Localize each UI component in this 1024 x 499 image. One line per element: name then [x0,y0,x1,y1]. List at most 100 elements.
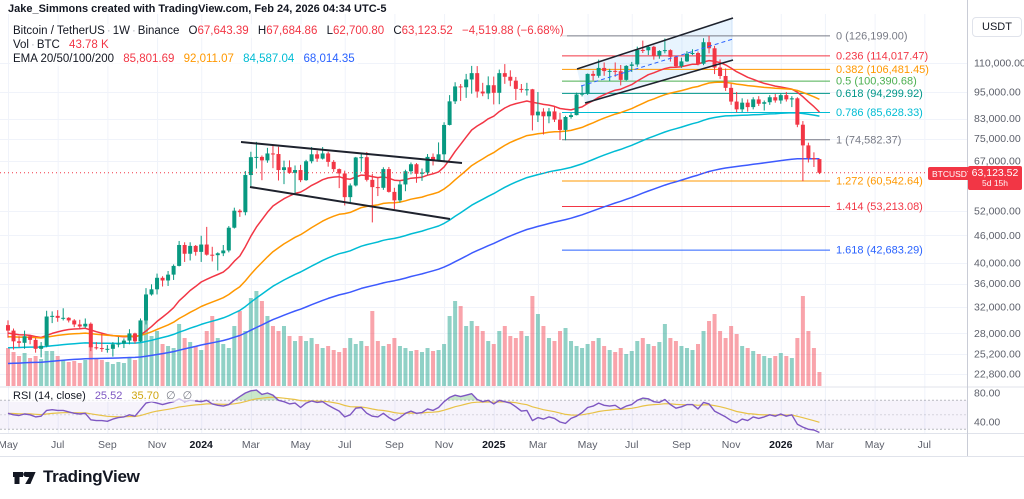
empty-set-icon: ∅ [182,390,193,402]
volume-bar [199,350,204,386]
candle-body [673,56,678,67]
candle-body [144,294,148,321]
candle-body [679,61,684,67]
volume-bar [613,352,618,386]
volume-bar [701,331,706,386]
rsi-legend-row[interactable]: RSI (14, close) 25.52 35.70 ∅ ∅ [10,389,196,402]
candle-body [552,111,557,120]
candle-body [381,169,386,188]
candle-body [690,53,695,55]
price-tick-label: 25,200.00 [974,349,1021,361]
fib-level-label: 0.5 (100,390.68) [836,76,917,88]
ema50-value: 92,011.07 [183,53,234,65]
volume-bar [425,348,430,386]
volume-bar [160,344,165,386]
candle-body [298,170,303,181]
volume-bar [342,348,347,386]
candle-body [624,65,629,80]
candle-body [182,244,187,254]
price-axis[interactable]: 110,000.00 95,000.00 83,000.00 75,000.00 67,… [974,58,1024,429]
time-tick-label: Sep [672,439,691,451]
candle-body [558,119,562,130]
candle-body [535,111,540,116]
volume-unit: BTC [36,39,60,51]
candle-body [210,254,215,256]
volume-bar [795,338,800,386]
volume-bar [668,338,673,386]
currency-toggle-button[interactable]: USDT [972,17,1022,37]
volume-bar [132,360,137,386]
time-axis[interactable]: May Jul Sep Nov 2024 Mar May Jul Sep Nov 2025 Mar Ma… [0,439,931,451]
volume-bar [453,301,458,386]
price-tick-label: 32,000.00 [974,302,1021,314]
candle-body [800,124,805,146]
candle-body [497,73,502,93]
volume-bar [99,360,104,386]
candle-body [817,159,822,173]
volume-bar [270,326,275,386]
candle-body [392,191,397,201]
candle-body [684,53,689,62]
volume-bar [331,350,336,386]
candle-body [596,67,601,76]
volume-bar [309,338,314,386]
volume-bar [121,363,126,386]
candle-body [480,91,485,94]
volume-bar [740,346,745,386]
rsi-value: 25.52 [94,390,123,402]
candle-body [138,320,143,342]
candle-body [712,48,717,68]
price-tick-label: 46,000.00 [974,230,1021,242]
volume-bar [475,326,480,386]
candle-body [33,339,38,349]
rsi-ma-value: 35.70 [131,390,159,402]
tradingview-logo[interactable]: TradingView [12,465,140,489]
candle-body [177,244,182,266]
volume-bar [28,358,33,386]
volume-bar [83,360,88,386]
candle-body [337,169,342,174]
candle-body [767,97,772,103]
ema-legend-row[interactable]: EMA 20/50/100/200 85,801.69 92,011.07 84… [10,52,358,66]
ema-label: EMA 20/50/100/200 [13,53,115,65]
candle-body [408,164,413,172]
candle-body [420,172,424,174]
time-tick-label: Jul [625,439,638,451]
candle-body [729,87,734,102]
volume-value: 43.78 K [69,39,109,51]
volume-bar [629,351,634,386]
time-tick-label: 2026 [769,439,793,451]
price-tick-label: 40,000.00 [974,257,1021,269]
fib-level-label: 1.618 (42,683.29) [836,245,923,257]
candle-body [282,167,286,171]
volume-bar [486,341,491,386]
volume-bar [210,316,215,386]
volume-bar [530,296,535,386]
candle-body [127,333,132,341]
candle-body [580,93,585,95]
candle-body [541,111,546,117]
volume-bar [182,338,187,386]
time-tick-label: 2025 [482,439,506,451]
volume-bar [684,348,689,386]
candle-body [464,79,469,88]
candle-body [811,158,816,160]
volume-bar [458,306,463,386]
price-tick-label: 36,000.00 [974,278,1021,290]
volume-bar [248,298,253,386]
time-tick-label: Mar [529,439,548,451]
ema-lines [7,59,820,365]
candle-body [28,336,33,340]
volume-bar [94,358,99,386]
volume-bar [431,351,436,386]
volume-bar [72,361,77,386]
candle-body [304,161,309,181]
volume-bar [800,296,805,386]
candle-body [585,73,590,94]
channel-border-line [576,17,734,70]
symbol-legend-row[interactable]: Bitcoin / TetherUS · 1W · Binance O67,643.39… [10,24,567,38]
candle-body [574,94,579,116]
volume-legend-row[interactable]: Vol · BTC 43.78 K [10,38,112,52]
